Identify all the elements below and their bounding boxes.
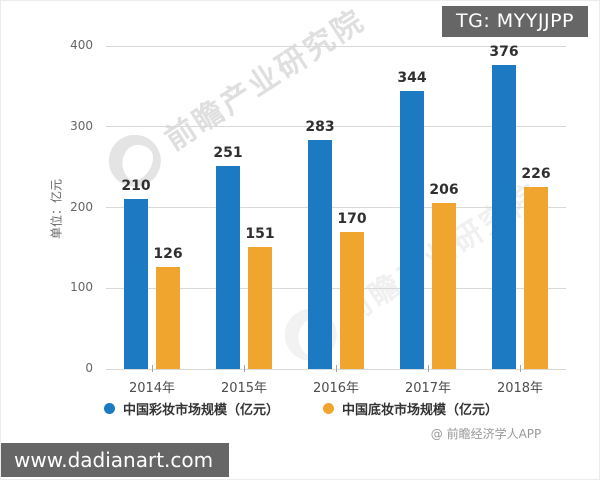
bar-2015年-series1 [248,247,272,369]
bar-2014年-series0 [124,199,148,369]
bar-2017年-series0 [400,91,424,369]
bar-2016年-series1 [340,231,364,369]
tg-badge: TG: MYYJJPP [442,6,588,37]
y-tick-label: 100 [70,280,93,295]
x-axis-tick [244,365,245,372]
site-watermark-badge: www.dadianart.com [1,443,230,477]
bar-2014年-series1 [156,267,180,369]
bar-value-label: 210 [121,178,151,195]
x-axis-tick [152,365,153,372]
x-axis-tick [428,365,429,372]
bar-value-label: 226 [521,165,551,182]
bar-2018年-series1 [524,186,548,369]
legend-dot-orange [323,403,334,414]
x-tick-label-2015年: 2015年 [220,381,268,396]
legend-dot-blue [103,403,115,414]
bar-2017年-series1 [432,202,456,369]
legend-label: 中国底妆市场规模（亿元） [342,403,499,418]
y-tick-label: 400 [70,38,93,52]
bar-value-label: 251 [213,145,243,162]
x-tick-label-2014年: 2014年 [128,381,176,396]
y-tick-label: 0 [85,361,93,375]
bar-value-label: 170 [337,210,367,227]
y-tick-label: 200 [70,199,93,214]
gridline-400 [106,45,566,47]
legend-item-dizhuang: 中国底妆市场规模（亿元） [323,399,498,418]
bar-value-label: 151 [245,226,275,243]
plot-area: 210 126 2014年 251 151 2015年 283 170 2016年 344 206 2… [106,44,566,396]
gridline-100 [106,287,566,289]
y-axis: 0 100 200 300 400 [61,38,99,375]
bar-value-label: 376 [489,44,519,61]
y-tick-label: 300 [70,118,93,133]
source-credit: @ 前瞻经济学人APP [430,427,542,441]
bar-2016年-series0 [308,140,332,369]
x-axis-tick [336,365,337,372]
gridline-200 [106,207,566,208]
chart-legend: 中国彩妆市场规模（亿元） 中国底妆市场规模（亿元） [1,399,599,418]
bar-value-label: 344 [397,70,427,87]
legend-item-caizhuang: 中国彩妆市场规模（亿元） [103,399,279,418]
bar-value-label: 206 [429,181,459,198]
bar-2015年-series0 [216,166,240,369]
x-axis-tick [520,365,521,372]
x-tick-label-2017年: 2017年 [404,381,452,396]
bar-value-label: 283 [305,119,335,136]
legend-label: 中国彩妆市场规模（亿元） [122,403,279,418]
x-tick-label-2016年: 2016年 [312,381,360,396]
bar-value-label: 126 [153,246,183,263]
x-tick-label-2018年: 2018年 [496,381,544,396]
bar-2018年-series0 [492,65,516,369]
gridline-300 [106,126,566,128]
